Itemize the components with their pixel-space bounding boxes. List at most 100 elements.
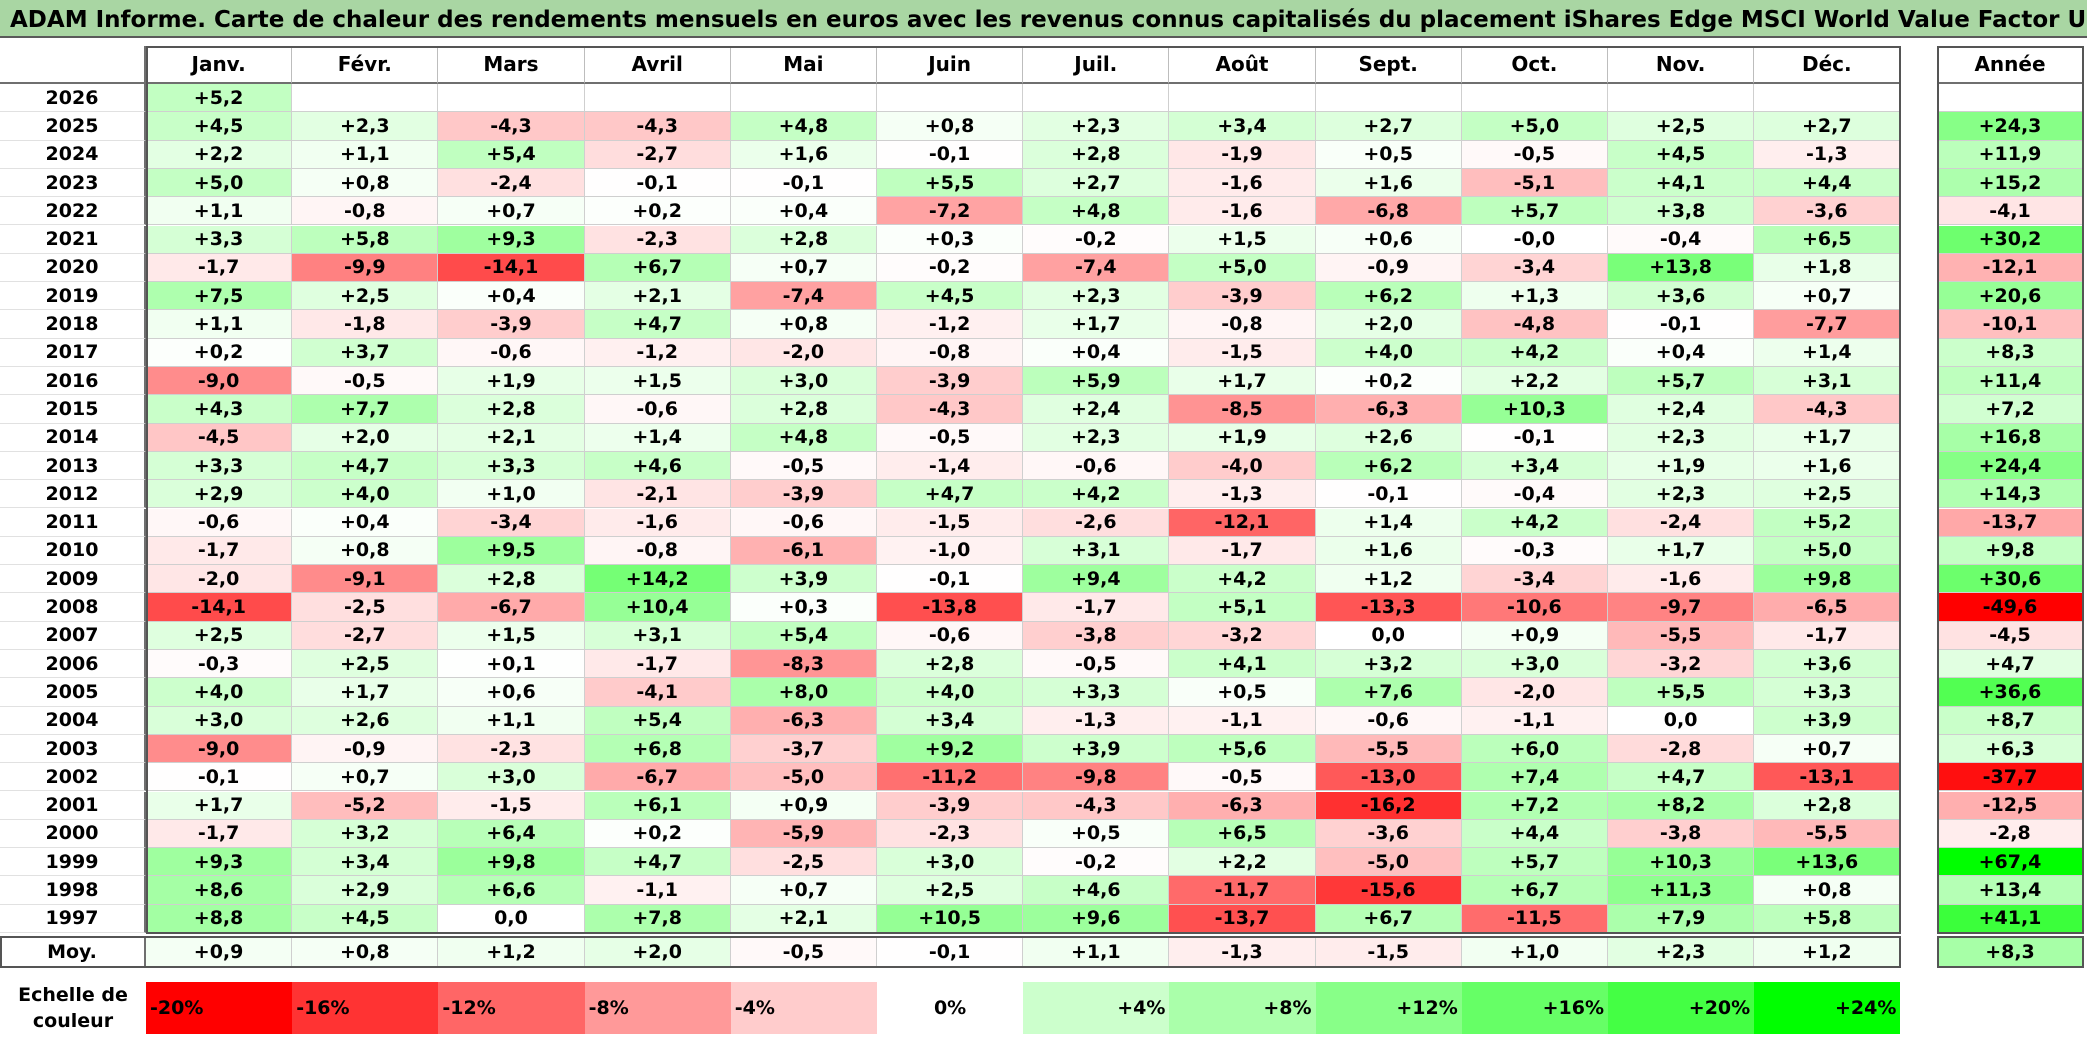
- heatmap-cell: -11,7: [1169, 876, 1316, 905]
- heatmap-cell: +0,5: [1315, 140, 1462, 169]
- heatmap-cell: -0,5: [1169, 763, 1316, 792]
- heatmap-cell: -1,1: [584, 876, 731, 905]
- heatmap-cell: +4,7: [292, 451, 439, 481]
- heatmap-cell: +0,4: [1023, 338, 1170, 367]
- heatmap-cell: -0,6: [584, 395, 731, 424]
- heatmap-cell: +0,7: [292, 763, 439, 792]
- heatmap-cell: +13,6: [1754, 848, 1901, 877]
- heatmap-cell: +9,6: [1023, 904, 1170, 933]
- annual-cell: +16,8: [1937, 423, 2084, 452]
- average-cell: +1,1: [1023, 937, 1170, 967]
- annual-cell: -10,1: [1937, 310, 2084, 339]
- heatmap-cell: +3,6: [1608, 282, 1755, 311]
- heatmap-cell: +6,7: [1315, 904, 1462, 933]
- heatmap-cell: +0,7: [438, 197, 585, 226]
- heatmap-cell: +4,8: [730, 112, 877, 141]
- annual-cell: -49,6: [1937, 593, 2084, 622]
- heatmap-cell: -8,5: [1169, 395, 1316, 424]
- heatmap-cell: +2,8: [730, 225, 877, 254]
- heatmap-cell: +4,2: [1023, 480, 1170, 509]
- heatmap-cell: [1608, 84, 1755, 113]
- heatmap-cell: -0,4: [1608, 225, 1755, 254]
- heatmap-cell: -10,6: [1461, 593, 1608, 622]
- heatmap-cell: +2,6: [292, 706, 439, 735]
- year-label: 2022: [0, 197, 146, 226]
- heatmap-cell: -3,2: [1169, 621, 1316, 650]
- heatmap-cell: +4,5: [1608, 140, 1755, 169]
- heatmap-cell: -2,3: [877, 819, 1024, 849]
- year-label: 2006: [0, 650, 146, 679]
- year-header-blank: [0, 46, 146, 84]
- heatmap-cell: -1,2: [584, 338, 731, 367]
- heatmap-cell: -2,5: [292, 593, 439, 622]
- heatmap-cell: 0,0: [438, 904, 585, 933]
- heatmap-cell: -7,4: [730, 282, 877, 311]
- heatmap-cell: +1,1: [146, 197, 293, 226]
- heatmap-cell: -6,7: [438, 593, 585, 622]
- heatmap-cell: -12,1: [1169, 508, 1316, 537]
- heatmap-cell: -11,2: [877, 763, 1024, 792]
- heatmap-cell: +0,7: [1754, 282, 1901, 311]
- heatmap-cell: +3,0: [1461, 650, 1608, 679]
- color-scale-swatch: -4%: [730, 982, 877, 1034]
- heatmap-cell: +1,7: [1169, 367, 1316, 396]
- color-scale-swatch: -20%: [146, 982, 293, 1034]
- heatmap-cell: -1,6: [1169, 168, 1316, 198]
- heatmap-cell: +9,4: [1023, 565, 1170, 594]
- heatmap-cell: +7,5: [146, 282, 293, 311]
- heatmap-cell: +13,8: [1608, 253, 1755, 283]
- heatmap-cell: +2,8: [730, 395, 877, 424]
- heatmap-cell: +5,2: [146, 84, 293, 113]
- heatmap-cell: -6,3: [1315, 395, 1462, 424]
- heatmap-cell: +2,9: [146, 480, 293, 509]
- heatmap-cell: [877, 84, 1024, 113]
- annual-header: Année: [1937, 46, 2084, 84]
- heatmap-cell: +4,7: [877, 480, 1024, 509]
- heatmap-cell: -5,0: [730, 763, 877, 792]
- heatmap-cell: -1,8: [292, 310, 439, 339]
- heatmap-cell: +2,9: [292, 876, 439, 905]
- annual-cell: +8,7: [1937, 706, 2084, 735]
- heatmap-cell: -3,9: [877, 367, 1024, 396]
- heatmap-cell: +2,6: [1315, 423, 1462, 452]
- heatmap-cell: +4,2: [1461, 338, 1608, 367]
- year-label: 2012: [0, 480, 146, 509]
- heatmap-cell: +4,2: [1169, 565, 1316, 594]
- heatmap-cell: -0,8: [584, 536, 731, 566]
- heatmap-cell: +3,4: [1461, 451, 1608, 481]
- heatmap-cell: +2,3: [1608, 423, 1755, 452]
- heatmap-cell: +3,9: [1023, 734, 1170, 764]
- heatmap-cell: -2,3: [584, 225, 731, 254]
- heatmap-cell: +7,4: [1461, 763, 1608, 792]
- heatmap-cell: -7,2: [877, 197, 1024, 226]
- average-cell: +0,9: [146, 937, 293, 967]
- heatmap-cell: [1023, 84, 1170, 113]
- heatmap-cell: +2,5: [292, 650, 439, 679]
- heatmap-cell: +0,2: [584, 819, 731, 849]
- heatmap-cell: +1,6: [730, 140, 877, 169]
- heatmap-cell: +1,5: [584, 367, 731, 396]
- heatmap-cell: -3,9: [730, 480, 877, 509]
- heatmap-cell: -6,3: [1169, 791, 1316, 820]
- heatmap-cell: +4,4: [1461, 819, 1608, 849]
- annual-cell: [1937, 84, 2084, 113]
- average-annual-cell: +8,3: [1937, 937, 2084, 967]
- year-label: 2016: [0, 367, 146, 396]
- heatmap-cell: +3,6: [1754, 650, 1901, 679]
- heatmap-cell: +7,6: [1315, 678, 1462, 707]
- heatmap-cell: +1,7: [1023, 310, 1170, 339]
- year-label: 2005: [0, 678, 146, 707]
- month-header: Oct.: [1461, 46, 1608, 84]
- year-label: 2009: [0, 565, 146, 594]
- heatmap-cell: +6,8: [584, 734, 731, 764]
- heatmap-cell: -0,6: [730, 508, 877, 537]
- heatmap-cell: +1,2: [1315, 565, 1462, 594]
- year-label: 2010: [0, 536, 146, 566]
- heatmap-cell: -11,5: [1461, 904, 1608, 933]
- heatmap-cell: +2,5: [1608, 112, 1755, 141]
- annual-cell: -4,1: [1937, 197, 2084, 226]
- heatmap-cell: +2,4: [1608, 395, 1755, 424]
- heatmap-cell: -6,5: [1754, 593, 1901, 622]
- year-label: 2023: [0, 168, 146, 198]
- heatmap-cell: +5,4: [584, 706, 731, 735]
